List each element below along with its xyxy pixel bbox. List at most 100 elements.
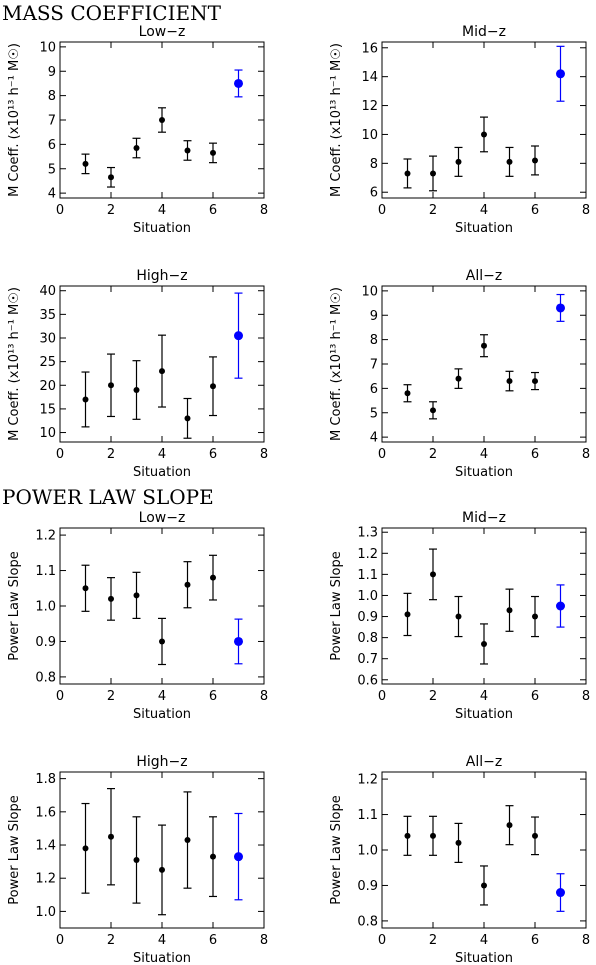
y-axis-label: Power Law Slope — [329, 795, 344, 904]
y-tick-label: 1.6 — [35, 805, 56, 820]
data-point — [403, 815, 412, 856]
x-tick-label: 0 — [378, 203, 386, 218]
x-axis-label: Situation — [133, 707, 191, 722]
data-point-highlight — [234, 812, 243, 901]
marker — [133, 856, 140, 863]
x-tick-label: 6 — [209, 447, 217, 462]
y-tick-label: 40 — [39, 284, 56, 299]
marker — [82, 396, 89, 403]
y-tick-label: 10 — [39, 40, 56, 55]
marker — [506, 378, 513, 385]
x-tick-label: 4 — [158, 689, 166, 704]
marker — [556, 888, 565, 898]
data-point — [107, 353, 115, 418]
marker — [481, 131, 487, 138]
marker — [210, 853, 216, 860]
x-tick-label: 0 — [378, 689, 386, 704]
data-point — [429, 548, 437, 601]
y-tick-label: 20 — [39, 379, 56, 394]
y-axis-label: M Coeff. (x10¹³ h⁻¹ M☉) — [7, 287, 22, 441]
chart-panel-1: Mid−z Situation M Coeff. (x10¹³ h⁻¹ M☉) 0 2 4… — [329, 24, 590, 236]
data-point — [158, 107, 166, 133]
marker — [556, 69, 565, 79]
data-point — [403, 158, 412, 189]
y-tick-label: 1.8 — [35, 772, 56, 787]
y-tick-label: 16 — [361, 41, 378, 56]
y-tick-label: 8 — [370, 333, 378, 348]
y-tick-label: 0.6 — [357, 673, 378, 688]
marker — [184, 837, 191, 844]
y-tick-label: 10 — [39, 426, 56, 441]
data-point-highlight — [234, 292, 243, 379]
x-tick-label: 0 — [56, 203, 64, 218]
chart-panel-5: Mid−z Situation Power Law Slope 0 2 4 6 8 0.6 0.7… — [329, 510, 590, 722]
x-tick-label: 0 — [378, 447, 386, 462]
x-tick-label: 4 — [158, 447, 166, 462]
data-point — [505, 805, 514, 846]
data-point — [81, 564, 90, 612]
y-tick-label: 10 — [361, 128, 378, 143]
marker — [108, 833, 114, 840]
chart-panel-2: High−z Situation M Coeff. (x10¹³ h⁻¹ M☉) 0 2… — [7, 268, 268, 480]
marker — [184, 581, 191, 588]
chart-panel-6: High−z Situation Power Law Slope 0 2 4 6 8 1.0 1.… — [7, 754, 268, 965]
data-point-highlight — [234, 618, 243, 665]
x-tick-label: 6 — [531, 933, 539, 948]
y-tick-label: 9 — [48, 65, 56, 80]
data-point-highlight — [556, 45, 565, 102]
marker — [404, 170, 411, 177]
y-tick-label: 4 — [370, 431, 378, 446]
x-axis-label: Situation — [455, 221, 513, 236]
y-tick-label: 1.0 — [35, 600, 56, 615]
marker — [506, 822, 513, 829]
data-point — [480, 116, 488, 153]
y-tick-label: 1.2 — [357, 773, 378, 788]
x-axis-label: Situation — [455, 951, 513, 965]
data-point — [107, 577, 115, 621]
data-point — [209, 142, 217, 164]
marker — [108, 595, 114, 602]
y-tick-label: 6 — [370, 186, 378, 201]
chart-title: Low−z — [139, 510, 186, 526]
chart-title: High−z — [136, 754, 187, 770]
marker — [133, 592, 140, 599]
marker — [210, 149, 216, 156]
marker — [556, 601, 565, 611]
marker — [481, 882, 487, 889]
x-tick-label: 6 — [209, 933, 217, 948]
marker — [430, 407, 436, 414]
data-point — [429, 815, 437, 856]
x-axis-label: Situation — [455, 707, 513, 722]
y-tick-label: 9 — [370, 309, 378, 324]
chart-panel-3: All−z Situation M Coeff. (x10¹³ h⁻¹ M☉) 0 2 4… — [329, 268, 590, 480]
x-tick-label: 6 — [531, 447, 539, 462]
marker — [184, 415, 191, 422]
chart-title: Mid−z — [462, 510, 506, 526]
panels: Low−z Situation M Coeff. (x10¹³ h⁻¹ M☉) 0 2 4… — [7, 24, 590, 965]
y-tick-label: 1.0 — [357, 589, 378, 604]
section-title-power-law-slope: POWER LAW SLOPE — [2, 485, 214, 509]
data-point — [132, 360, 141, 420]
data-point — [505, 588, 514, 632]
y-tick-label: 1.4 — [35, 839, 56, 854]
data-point — [183, 397, 192, 439]
marker — [532, 832, 538, 839]
data-point — [132, 816, 141, 904]
y-tick-label: 1.1 — [357, 568, 378, 583]
x-tick-label: 8 — [260, 203, 268, 218]
marker — [455, 839, 462, 846]
data-point — [505, 146, 514, 177]
y-axis-label: M Coeff. (x10¹³ h⁻¹ M☉) — [329, 43, 344, 197]
marker — [108, 382, 114, 389]
marker — [506, 158, 513, 165]
marker — [82, 160, 89, 167]
y-tick-label: 0.7 — [357, 652, 378, 667]
y-tick-label: 30 — [39, 332, 56, 347]
y-tick-label: 4 — [48, 187, 56, 202]
y-tick-label: 0.9 — [357, 879, 378, 894]
y-axis-label: Power Law Slope — [329, 551, 344, 660]
marker — [210, 574, 216, 581]
chart-title: High−z — [136, 268, 187, 284]
x-tick-label: 8 — [582, 203, 590, 218]
